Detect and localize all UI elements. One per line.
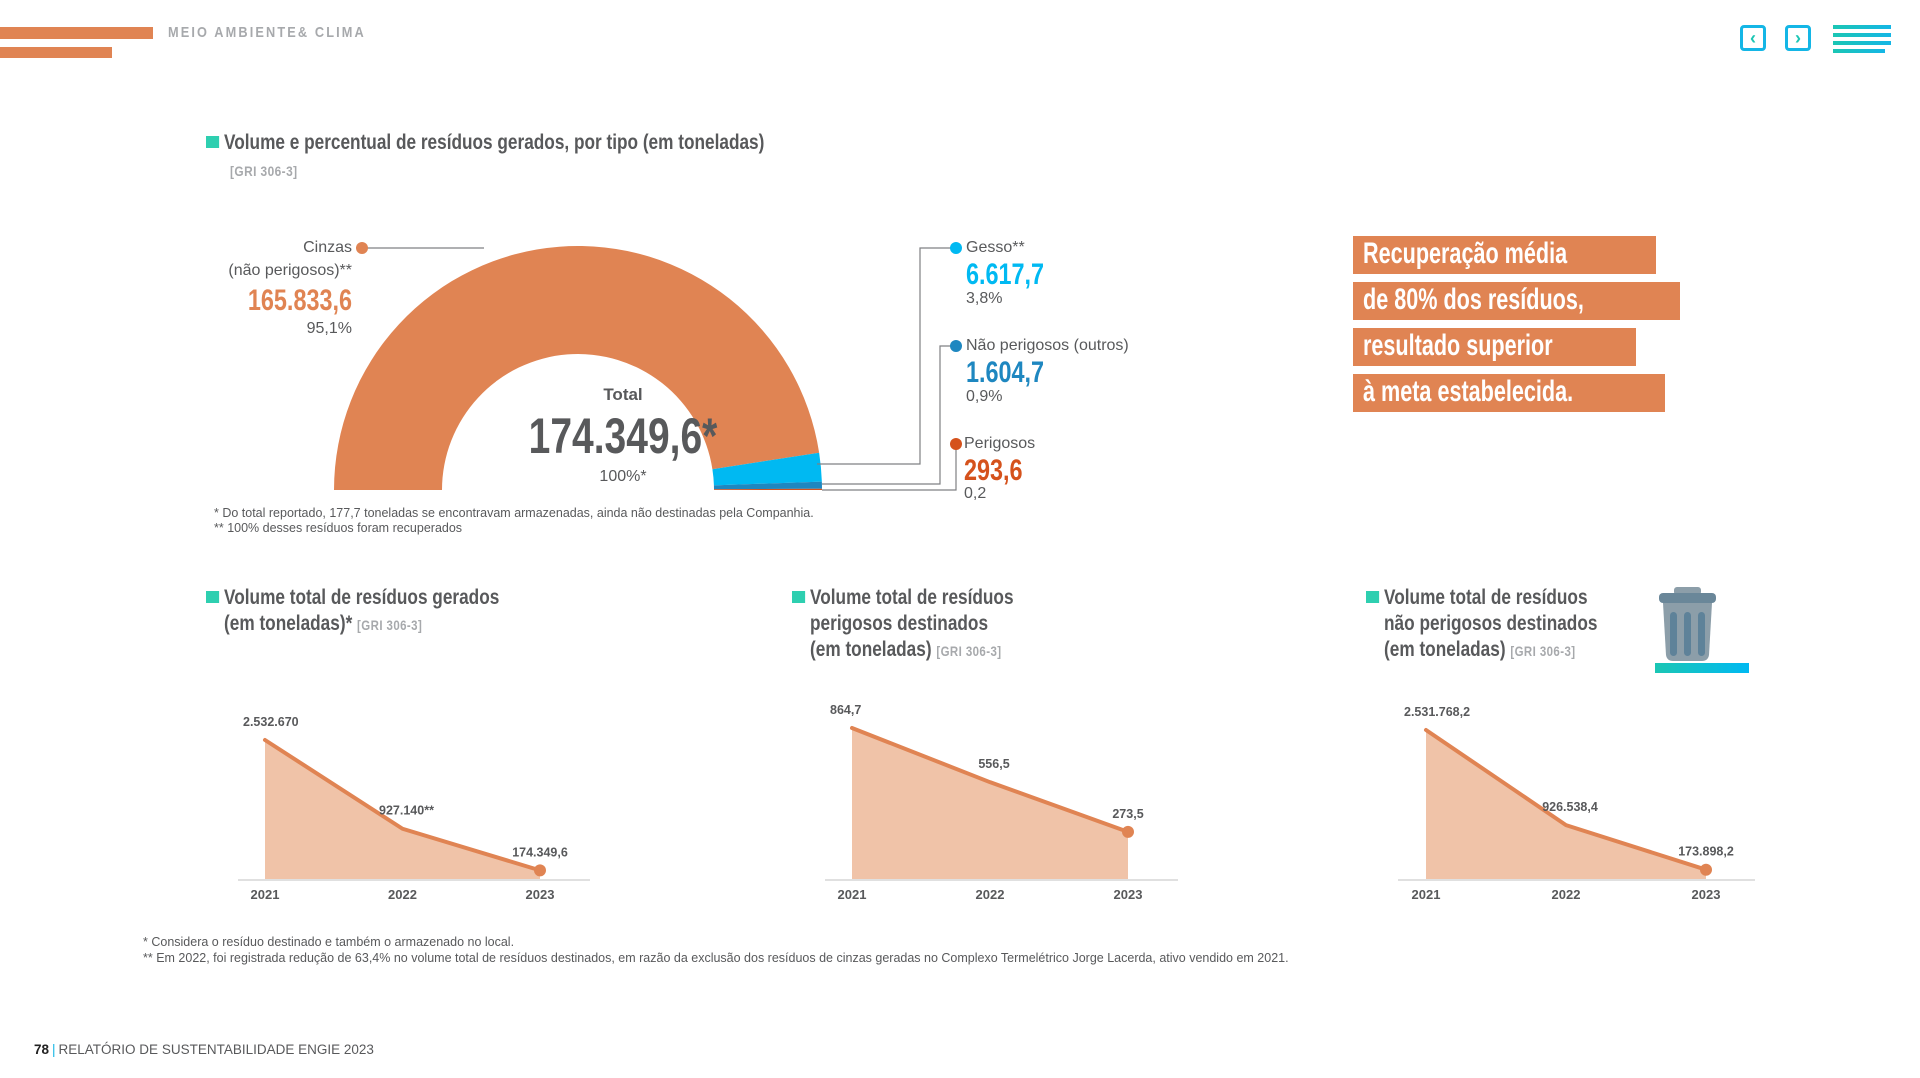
donut-gri-ref: [GRI 306-3] — [230, 163, 298, 179]
chart2-x-tick: 2021 — [838, 887, 867, 902]
cinzas-label: Cinzas — [303, 239, 352, 256]
donut-note-2: ** 100% desses resíduos foram recuperado… — [214, 521, 463, 535]
header-decor-bar-top — [0, 27, 153, 39]
donut-center-label: Total — [603, 385, 643, 404]
chart3-title: Volume total de resíduos não perigosos d… — [1366, 585, 1597, 664]
callout-line: Recuperação média — [1353, 236, 1657, 274]
gesso-pct: 3,8% — [966, 290, 1003, 307]
chart3-data-label: 2.531.768,2 — [1404, 705, 1470, 719]
chart3-x-tick: 2021 — [1412, 887, 1441, 902]
page-number: 78 — [34, 1042, 50, 1057]
trash-can-icon — [1655, 587, 1749, 673]
donut-center-value: 174.349,6* — [528, 408, 718, 464]
chart1-data-label: 927.140** — [379, 804, 434, 818]
chevron-left-icon: ‹ — [1750, 27, 1756, 48]
section-title: MEIO AMBIENTE& CLIMA — [168, 24, 366, 41]
perigosos-value: 293,6 — [964, 454, 1023, 487]
callout-line: à meta estabelecida. — [1353, 374, 1665, 412]
prev-page-button[interactable]: ‹ — [1740, 25, 1766, 51]
donut-center-pct: 100%* — [599, 468, 647, 485]
footnote-2: ** Em 2022, foi registrada redução de 63… — [143, 951, 1289, 965]
nao-perigosos-label: Não perigosos (outros) — [966, 337, 1129, 354]
chart2-end-marker — [1122, 825, 1134, 838]
chart2-data-label: 864,7 — [830, 703, 861, 717]
gesso-leader-line — [817, 247, 956, 465]
chevron-right-icon: › — [1795, 27, 1801, 48]
chart2-x-tick: 2022 — [976, 887, 1005, 902]
chart1-end-marker — [534, 864, 546, 877]
chart2-title: Volume total de resíduos perigosos desti… — [792, 585, 1014, 664]
callout-line: resultado superior — [1353, 328, 1637, 366]
chart3-x-tick: 2022 — [1552, 887, 1581, 902]
header-decor-bar-bottom — [0, 47, 112, 58]
donut-slice-1 — [712, 452, 822, 486]
cinzas-pct: 95,1% — [306, 320, 352, 337]
title-marker — [206, 591, 220, 603]
gesso-dot — [950, 242, 962, 254]
chart1-x-tick: 2022 — [388, 887, 417, 902]
nao-perigosos-leader-line — [822, 345, 956, 485]
page-footer: 78 | RELATÓRIO DE SUSTENTABILIDADE ENGIE 2… — [34, 1042, 374, 1057]
chart1-data-label: 174.349,6 — [512, 845, 568, 859]
nao-perigosos-pct: 0,9% — [966, 388, 1003, 405]
chart1-data-label: 2.532.670 — [243, 715, 299, 729]
cinzas-label-sub: (não perigosos)** — [228, 262, 352, 279]
chart1-x-tick: 2021 — [251, 887, 280, 902]
perigosos-leader-line — [822, 444, 957, 491]
perigosos-pct: 0,2 — [964, 485, 987, 502]
chart1-area — [265, 740, 540, 880]
perigosos-dot — [950, 438, 962, 450]
chart3-area — [1426, 730, 1706, 880]
cinzas-value: 165.833,6 — [247, 284, 352, 317]
title-marker — [792, 591, 806, 603]
footnote-1: * Considera o resíduo destinado e também… — [143, 935, 515, 949]
cinzas-dot — [356, 242, 368, 254]
donut-slice-2 — [713, 481, 822, 490]
report-title: RELATÓRIO DE SUSTENTABILIDADE ENGIE 2023 — [58, 1042, 374, 1057]
nao-perigosos-value: 1.604,7 — [966, 356, 1045, 389]
chart3-x-tick: 2023 — [1692, 887, 1721, 902]
chart1-title: Volume total de resíduos gerados (em ton… — [206, 585, 499, 638]
chart3-data-label: 173.898,2 — [1678, 845, 1734, 859]
menu-icon — [1833, 25, 1891, 53]
nao-perigosos-dot — [950, 340, 962, 352]
next-page-button[interactable]: › — [1785, 25, 1811, 51]
chart3-end-marker — [1700, 863, 1712, 876]
chart1-line — [263, 738, 542, 873]
donut-slice-0 — [334, 246, 820, 490]
donut-slice-3 — [713, 488, 822, 490]
gesso-value: 6.617,7 — [966, 258, 1045, 291]
title-marker — [1366, 591, 1380, 603]
chart3-line — [1424, 728, 1708, 872]
chart2-area — [852, 728, 1128, 880]
perigosos-label: Perigosos — [964, 435, 1036, 452]
title-marker — [206, 136, 220, 148]
chart2-data-label: 556,5 — [978, 757, 1009, 771]
chart1-x-tick: 2023 — [526, 887, 555, 902]
chart2-line — [850, 726, 1130, 834]
chart2-data-label: 273,5 — [1112, 807, 1143, 821]
menu-button[interactable] — [1833, 25, 1891, 55]
gesso-label: Gesso** — [966, 239, 1025, 256]
donut-chart-title: Volume e percentual de resíduos gerados,… — [206, 130, 764, 156]
chart2-x-tick: 2023 — [1114, 887, 1143, 902]
recovery-callout: Recuperação média de 80% dos resíduos, r… — [1353, 236, 1680, 420]
callout-line: de 80% dos resíduos, — [1353, 282, 1680, 320]
donut-note-1: * Do total reportado, 177,7 toneladas se… — [214, 506, 814, 520]
chart3-data-label: 926.538,4 — [1542, 800, 1598, 814]
